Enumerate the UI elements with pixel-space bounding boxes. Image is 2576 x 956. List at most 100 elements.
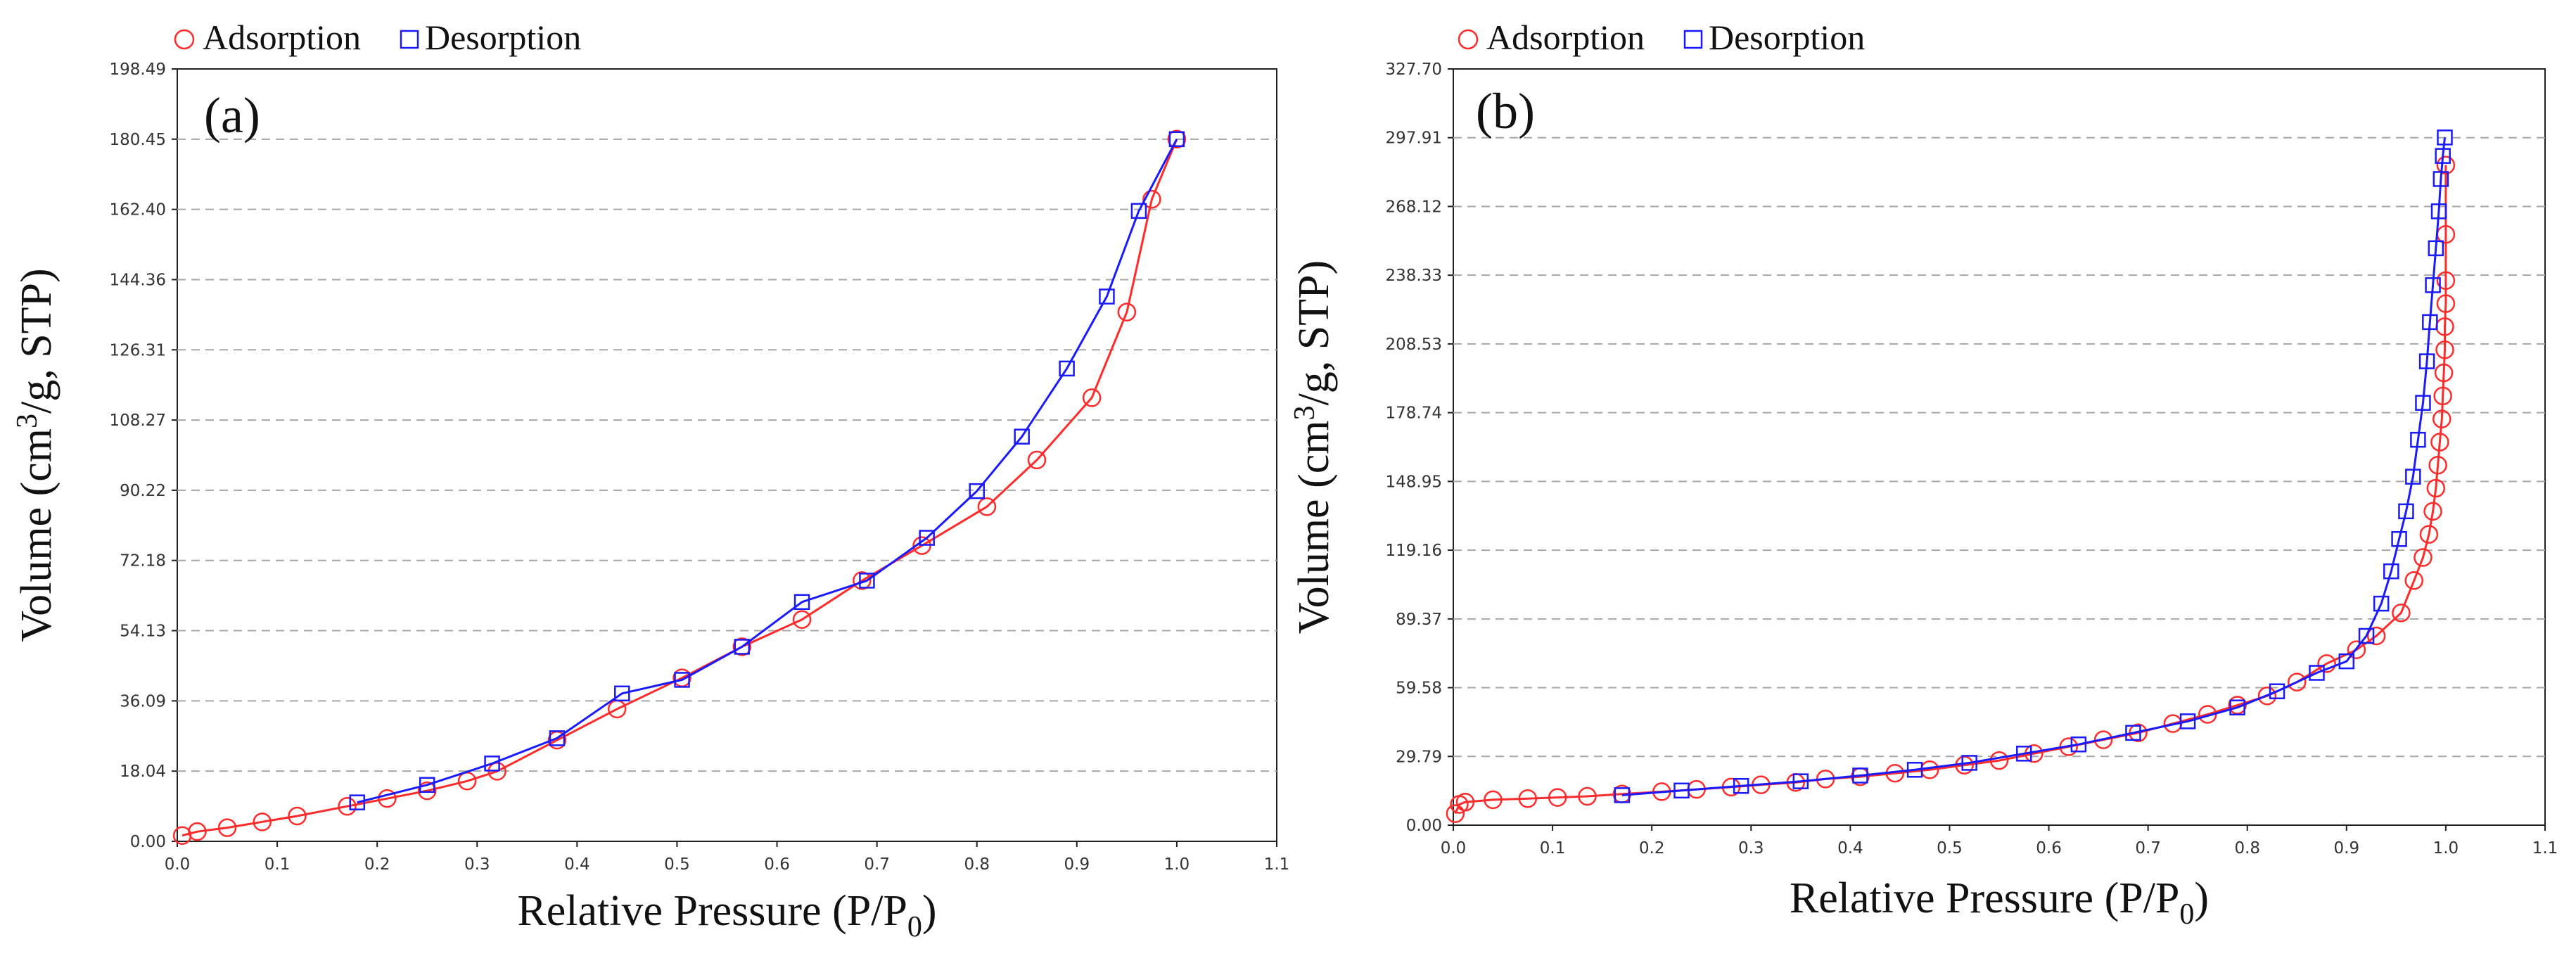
chart1-x-axis-title-end: ) (922, 887, 937, 935)
chart2-adsorption-point (2419, 525, 2439, 544)
chart1-adsorption-point (792, 610, 812, 629)
chart2: 0.0029.7959.5889.37119.16148.95178.74208… (1289, 18, 2558, 931)
chart2-desorption-point (2179, 713, 2196, 729)
chart1-x-tick-label: 0.1 (264, 855, 291, 874)
chart2-plot-frame (1453, 68, 2546, 826)
chart2-adsorption-point (2317, 654, 2336, 673)
chart2-x-axis-title-subscript: 0 (2179, 898, 2194, 931)
chart1-adsorption-point (188, 822, 207, 841)
chart2-legend-desorption-marker (1683, 30, 1703, 49)
chart1-adsorption-point (338, 796, 357, 816)
chart2-desorption-point (2415, 395, 2431, 411)
chart2-y-axis-title-end: /g, STP) (1290, 260, 1338, 406)
chart2-y-tick-label: 268.12 (1386, 198, 1442, 216)
chart1-desorption-point (674, 672, 690, 688)
chart2-y-tick-label: 59.58 (1396, 680, 1442, 698)
chart2-y-axis-title-main: Volume (cm (1290, 421, 1338, 635)
chart2-desorption-point (2070, 736, 2087, 753)
chart1-x-tick-label: 0.6 (764, 855, 790, 874)
chart2-desorption-point (2358, 627, 2375, 644)
chart1-desorption-point (793, 594, 810, 611)
chart2-x-tick-label: 0.3 (1738, 839, 1764, 858)
chart1-x-axis-title-subscript: 0 (907, 911, 922, 943)
chart2-desorption-point (1733, 777, 1749, 794)
chart1: 0.0018.0436.0954.1372.1890.22108.27126.3… (11, 18, 1289, 943)
chart1-legend-desorption-label: Desorption (425, 18, 581, 57)
chart1-x-tick-label: 0.5 (664, 855, 690, 874)
chart2-adsorption-point (2366, 626, 2386, 646)
chart1-y-tick-label: 90.22 (120, 482, 166, 500)
chart1-adsorption-point (378, 789, 397, 808)
chart2-y-tick-label: 148.95 (1386, 473, 1442, 491)
chart1-y-tick-label: 180.45 (110, 131, 166, 149)
chart1-y-tick-label: 162.40 (110, 201, 166, 219)
chart1-y-tick-label: 126.31 (110, 341, 166, 359)
chart1-adsorption-point (1142, 190, 1161, 209)
chart2-desorption-point (2418, 353, 2435, 369)
chart1-x-tick-label: 0.9 (1064, 855, 1090, 874)
chart2-y-axis-title: Volume (cm3/g, STP) (1289, 260, 1338, 634)
chart2-adsorption-point (2414, 548, 2432, 567)
chart1-y-tick-label: 18.04 (120, 763, 166, 781)
chart2-desorption-point (2435, 148, 2451, 164)
chart1-desorption-point (614, 685, 630, 702)
chart1-adsorption-point (253, 812, 272, 831)
chart2-x-tick-label: 0.4 (1837, 839, 1863, 858)
chart2-x-axis-title-main: Relative Pressure (P/P (1790, 874, 2180, 922)
chart1-x-tick-label: 0.0 (165, 855, 191, 874)
chart1-desorption-point (484, 756, 500, 772)
chart2-adsorption-point (2428, 456, 2447, 475)
chart1-desorption-point (1168, 131, 1185, 148)
chart1-desorption-point (859, 573, 875, 589)
chart1-adsorption-point (1082, 388, 1102, 407)
chart1-adsorption-point (977, 497, 997, 516)
chart1-desorption-point (549, 730, 566, 746)
chart1-x-tick-label: 0.2 (364, 855, 390, 874)
chart1-adsorption-line (181, 139, 1178, 837)
chart1-legend-adsorption-label: Adsorption (203, 18, 361, 57)
chart1-desorption-point (1099, 288, 1115, 305)
chart2-x-tick-label: 0.1 (1540, 839, 1566, 858)
chart1-desorption-point (1130, 203, 1147, 219)
chart2-desorption-point (2309, 665, 2325, 681)
chart1-desorption-point (734, 639, 751, 655)
chart2-y-tick-label: 208.53 (1386, 336, 1442, 354)
chart2-desorption-point (2391, 530, 2407, 547)
chart1-y-tick-label: 198.49 (110, 60, 166, 79)
chart1-legend-desorption-marker (400, 30, 419, 49)
chart2-x-axis-title: Relative Pressure (P/P0) (1790, 874, 2209, 931)
chart1-desorption-line (357, 139, 1178, 804)
chart2-x-tick-label: 0.9 (2334, 839, 2360, 858)
chart1-y-axis-title-main: Volume (cm (13, 428, 60, 642)
chart1-adsorption-point (217, 818, 237, 837)
chart2-desorption-point (2229, 699, 2245, 715)
chart1-adsorption-point (1027, 450, 1047, 470)
chart1-x-tick-label: 0.8 (964, 855, 990, 874)
chart1-y-tick-label: 54.13 (120, 623, 166, 641)
chart1-desorption-point (919, 530, 935, 546)
chart1-y-axis-title-end: /g, STP) (13, 268, 60, 414)
chart2-desorption-point (2437, 129, 2453, 146)
chart1-adsorption-point (1167, 129, 1187, 149)
chart2-adsorption-point (1484, 790, 1503, 810)
chart2-y-tick-label: 119.16 (1386, 542, 1442, 560)
chart2-adsorption-point (1518, 789, 1538, 808)
chart2-desorption-point (2428, 240, 2444, 257)
chart2-desorption-point (2430, 203, 2447, 219)
chart2-y-tick-label: 178.74 (1386, 404, 1442, 423)
chart2-adsorption-point (2093, 730, 2113, 749)
chart2-adsorption-point (1578, 786, 1597, 806)
chart1-desorption-point (349, 794, 366, 810)
chart1-adsorption-point (732, 637, 752, 656)
chart2-adsorption-point (2430, 433, 2449, 452)
chart2-y-tick-label: 0.00 (1406, 817, 1442, 835)
chart2-desorption-point (1792, 773, 1809, 789)
chart1-x-tick-label: 0.7 (864, 855, 890, 874)
chart1-adsorption-point (288, 806, 307, 826)
chart2-adsorption-point (2347, 640, 2366, 659)
chart1-x-tick-label: 1.1 (1264, 855, 1290, 874)
chart1-y-tick-label: 36.09 (120, 692, 166, 710)
chart2-adsorption-point (2436, 294, 2456, 313)
chart2-desorption-point (2410, 431, 2426, 448)
